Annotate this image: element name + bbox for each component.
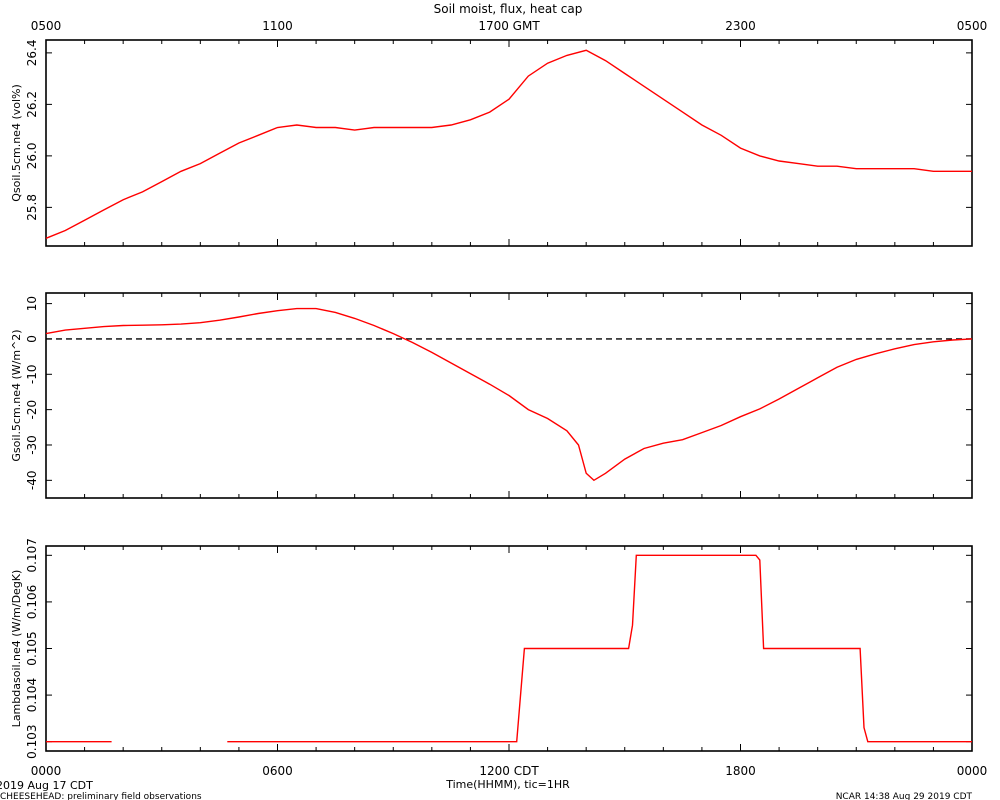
- x-axis-label: Time(HHMM), tic=1HR: [445, 778, 570, 791]
- y-tick-label: 0.104: [25, 678, 39, 712]
- panel-3: 0.103 0.104 0.105 0.106 0.107Lambdasoil.ne4 …: [10, 538, 973, 759]
- top-tick-label: 1700 GMT: [478, 19, 540, 33]
- bottom-axis-ticks: 0000 0600 1200 CDT 1800 0000: [31, 764, 988, 778]
- top-tick-label: 1100: [262, 19, 293, 33]
- y-axis-label: Gsoil.5cm.ne4 (W/m^2): [10, 329, 23, 461]
- y-tick-label: 26.4: [25, 40, 39, 67]
- y-tick-label: 0.106: [25, 585, 39, 619]
- y-tick-label: 26.2: [25, 91, 39, 118]
- panel-1: 25.8 26.0 26.2 26.4 Qsoil.5cm.ne4 (vol%): [10, 39, 973, 247]
- y-axis-label: Lambdasoil.ne4 (W/m/DegK): [10, 570, 23, 728]
- top-tick-label: 2300: [725, 19, 756, 33]
- y-tick-label: 26.0: [25, 143, 39, 170]
- y-tick-label: -30: [25, 435, 39, 455]
- y-tick-label: 0.107: [25, 538, 39, 572]
- bottom-tick-label: 0000: [31, 764, 62, 778]
- bottom-tick-label: 0600: [262, 764, 293, 778]
- y-tick-label: 25.8: [25, 194, 39, 221]
- footer-left: CHEESEHEAD: preliminary field observatio…: [0, 792, 202, 800]
- top-axis-ticks: 0500 1100 1700 GMT 2300 0500: [31, 19, 988, 33]
- y-tick-label: 0: [25, 335, 39, 343]
- series-line: [227, 554, 972, 743]
- y-tick-label: 10: [25, 296, 39, 311]
- chart-title: Soil moist, flux, heat cap: [434, 2, 583, 16]
- y-tick-label: 0.105: [25, 631, 39, 665]
- top-tick-label: 0500: [957, 19, 988, 33]
- footer-right: NCAR 14:38 Aug 29 2019 CDT: [836, 792, 973, 800]
- bottom-tick-label: 0000: [957, 764, 988, 778]
- y-tick-label: -20: [25, 400, 39, 420]
- y-tick-label: -40: [25, 471, 39, 491]
- bottom-tick-label: 1800: [725, 764, 756, 778]
- series-line: [45, 49, 972, 239]
- chart-panels: 25.8 26.0 26.2 26.4 Qsoil.5cm.ne4 (vol%) 10 0 -…: [10, 39, 973, 759]
- y-tick-label: -10: [25, 364, 39, 384]
- top-tick-label: 0500: [31, 19, 62, 33]
- y-tick-label: 0.103: [25, 725, 39, 759]
- series-line: [45, 307, 973, 482]
- y-axis-label: Qsoil.5cm.ne4 (vol%): [10, 84, 23, 202]
- plot-frame: [45, 39, 973, 247]
- start-date-label: 2019 Aug 17 CDT: [0, 779, 93, 792]
- bottom-tick-label: 1200 CDT: [479, 764, 539, 778]
